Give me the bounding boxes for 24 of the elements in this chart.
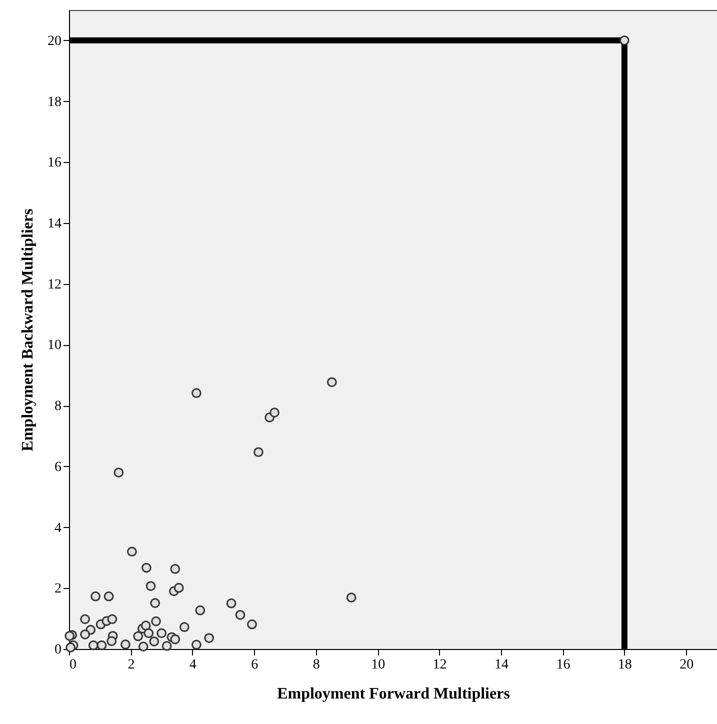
y-tick-label: 4 — [54, 520, 62, 536]
y-tick-label: 12 — [48, 277, 62, 292]
x-tick-label: 14 — [494, 658, 508, 672]
x-tick-label: 2 — [128, 658, 135, 672]
y-tick-label: 6 — [54, 460, 62, 475]
y-tick-label: 10 — [48, 338, 62, 354]
y-tick-label: 16 — [48, 156, 62, 171]
x-axis-title: Employment Forward Multipliers — [277, 686, 510, 702]
x-tick-label: 4 — [189, 658, 196, 672]
y-tick-label: 0 — [54, 642, 62, 658]
y-tick-label: 20 — [48, 34, 62, 49]
y-axis-title: Employment Backward Multipliers — [20, 208, 36, 452]
x-tick-label: 18 — [618, 658, 632, 672]
x-tick-label: 10 — [371, 658, 386, 672]
y-tick-label: 14 — [48, 216, 62, 232]
x-tick-label: 6 — [251, 658, 258, 672]
x-tick-label: 0 — [70, 658, 76, 672]
y-tick-label: 18 — [48, 94, 62, 110]
x-tick-label: 20 — [680, 658, 694, 672]
y-tick-label: 2 — [54, 582, 62, 597]
y-tick-label: 8 — [54, 399, 62, 414]
x-tick-label: 12 — [432, 658, 447, 672]
x-tick-label: 8 — [312, 658, 320, 672]
x-tick-label: 16 — [556, 658, 570, 672]
